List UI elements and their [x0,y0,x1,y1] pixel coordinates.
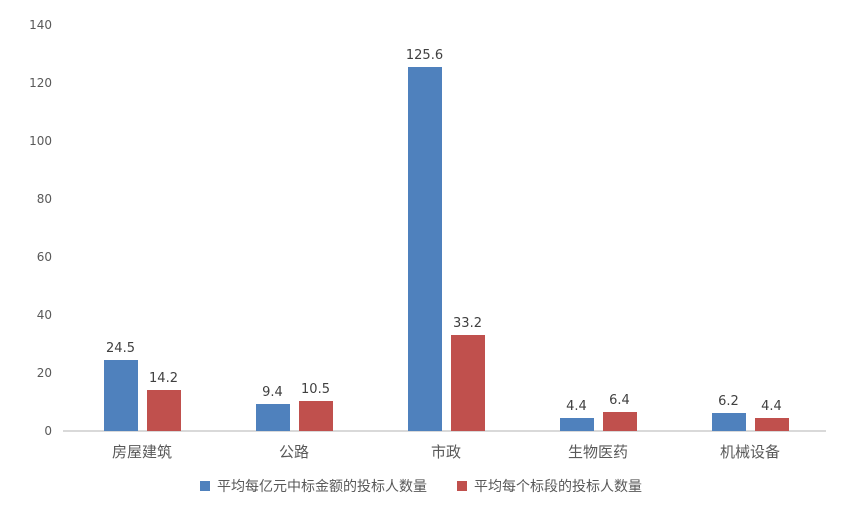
category-label-4: 生物医药 [567,443,628,461]
bar-value-label: 9.4 [262,385,283,400]
bar-group-3: 125.6 33.2 [370,25,522,431]
bar-value-label: 4.4 [566,399,587,414]
category-label-2: 公路 [278,443,309,461]
plot-area: 24.5 14.2 9.4 10.5 125.6 33.2 4.4 6.4 6.2 4.4 [66,25,826,431]
bar-series2-市政: 33.2 [450,316,485,431]
legend-swatch-icon [200,481,210,491]
bar-series1-房屋建筑: 24.5 [103,341,138,431]
bar-series2-房屋建筑: 14.2 [146,371,181,431]
bar-series1-机械设备: 6.2 [711,394,746,431]
x-axis-line [63,430,826,432]
category-label-3: 市政 [430,443,461,461]
bar-group-1: 24.5 14.2 [66,25,218,431]
x-axis-labels: 房屋建筑 公路 市政 生物医药 机械设备 [66,441,826,462]
y-axis: 0 20 40 60 80 100 120 140 [0,0,52,513]
y-tick-label: 20 [36,366,52,380]
bar-value-label: 125.6 [405,48,444,63]
bar-value-label: 33.2 [453,316,482,331]
bar-value-label: 4.4 [761,399,782,414]
bar-group-2: 9.4 10.5 [218,25,370,431]
legend-label: 平均每亿元中标金额的投标人数量 [217,479,427,495]
legend-label: 平均每个标段的投标人数量 [474,479,642,495]
y-tick-label: 0 [44,424,52,438]
bar-value-label: 24.5 [106,341,135,356]
bar-series2-机械设备: 4.4 [754,399,789,431]
bar-series2-生物医药: 6.4 [602,393,637,431]
bar-value-label: 10.5 [301,382,330,397]
bar-group-4: 4.4 6.4 [522,25,674,431]
bar-series1-生物医药: 4.4 [559,399,594,431]
y-tick-label: 60 [36,250,52,264]
bar-series1-公路: 9.4 [255,385,290,431]
y-tick-label: 40 [36,308,52,322]
y-tick-label: 100 [29,134,52,148]
bar-value-label: 6.4 [609,393,630,408]
category-label-5: 机械设备 [719,443,780,461]
bar-value-label: 6.2 [718,394,739,409]
legend-item-1: 平均每亿元中标金额的投标人数量 [200,476,427,496]
y-tick-label: 140 [29,18,52,32]
legend: 平均每亿元中标金额的投标人数量 平均每个标段的投标人数量 [0,476,842,496]
y-tick-label: 80 [36,192,52,206]
legend-item-2: 平均每个标段的投标人数量 [457,476,642,496]
bar-series2-公路: 10.5 [298,382,333,431]
y-tick-label: 120 [29,76,52,90]
legend-swatch-icon [457,481,467,491]
bar-value-label: 14.2 [149,371,178,386]
category-label-1: 房屋建筑 [111,443,172,461]
bar-group-5: 6.2 4.4 [674,25,826,431]
bar-series1-市政: 125.6 [406,48,443,431]
